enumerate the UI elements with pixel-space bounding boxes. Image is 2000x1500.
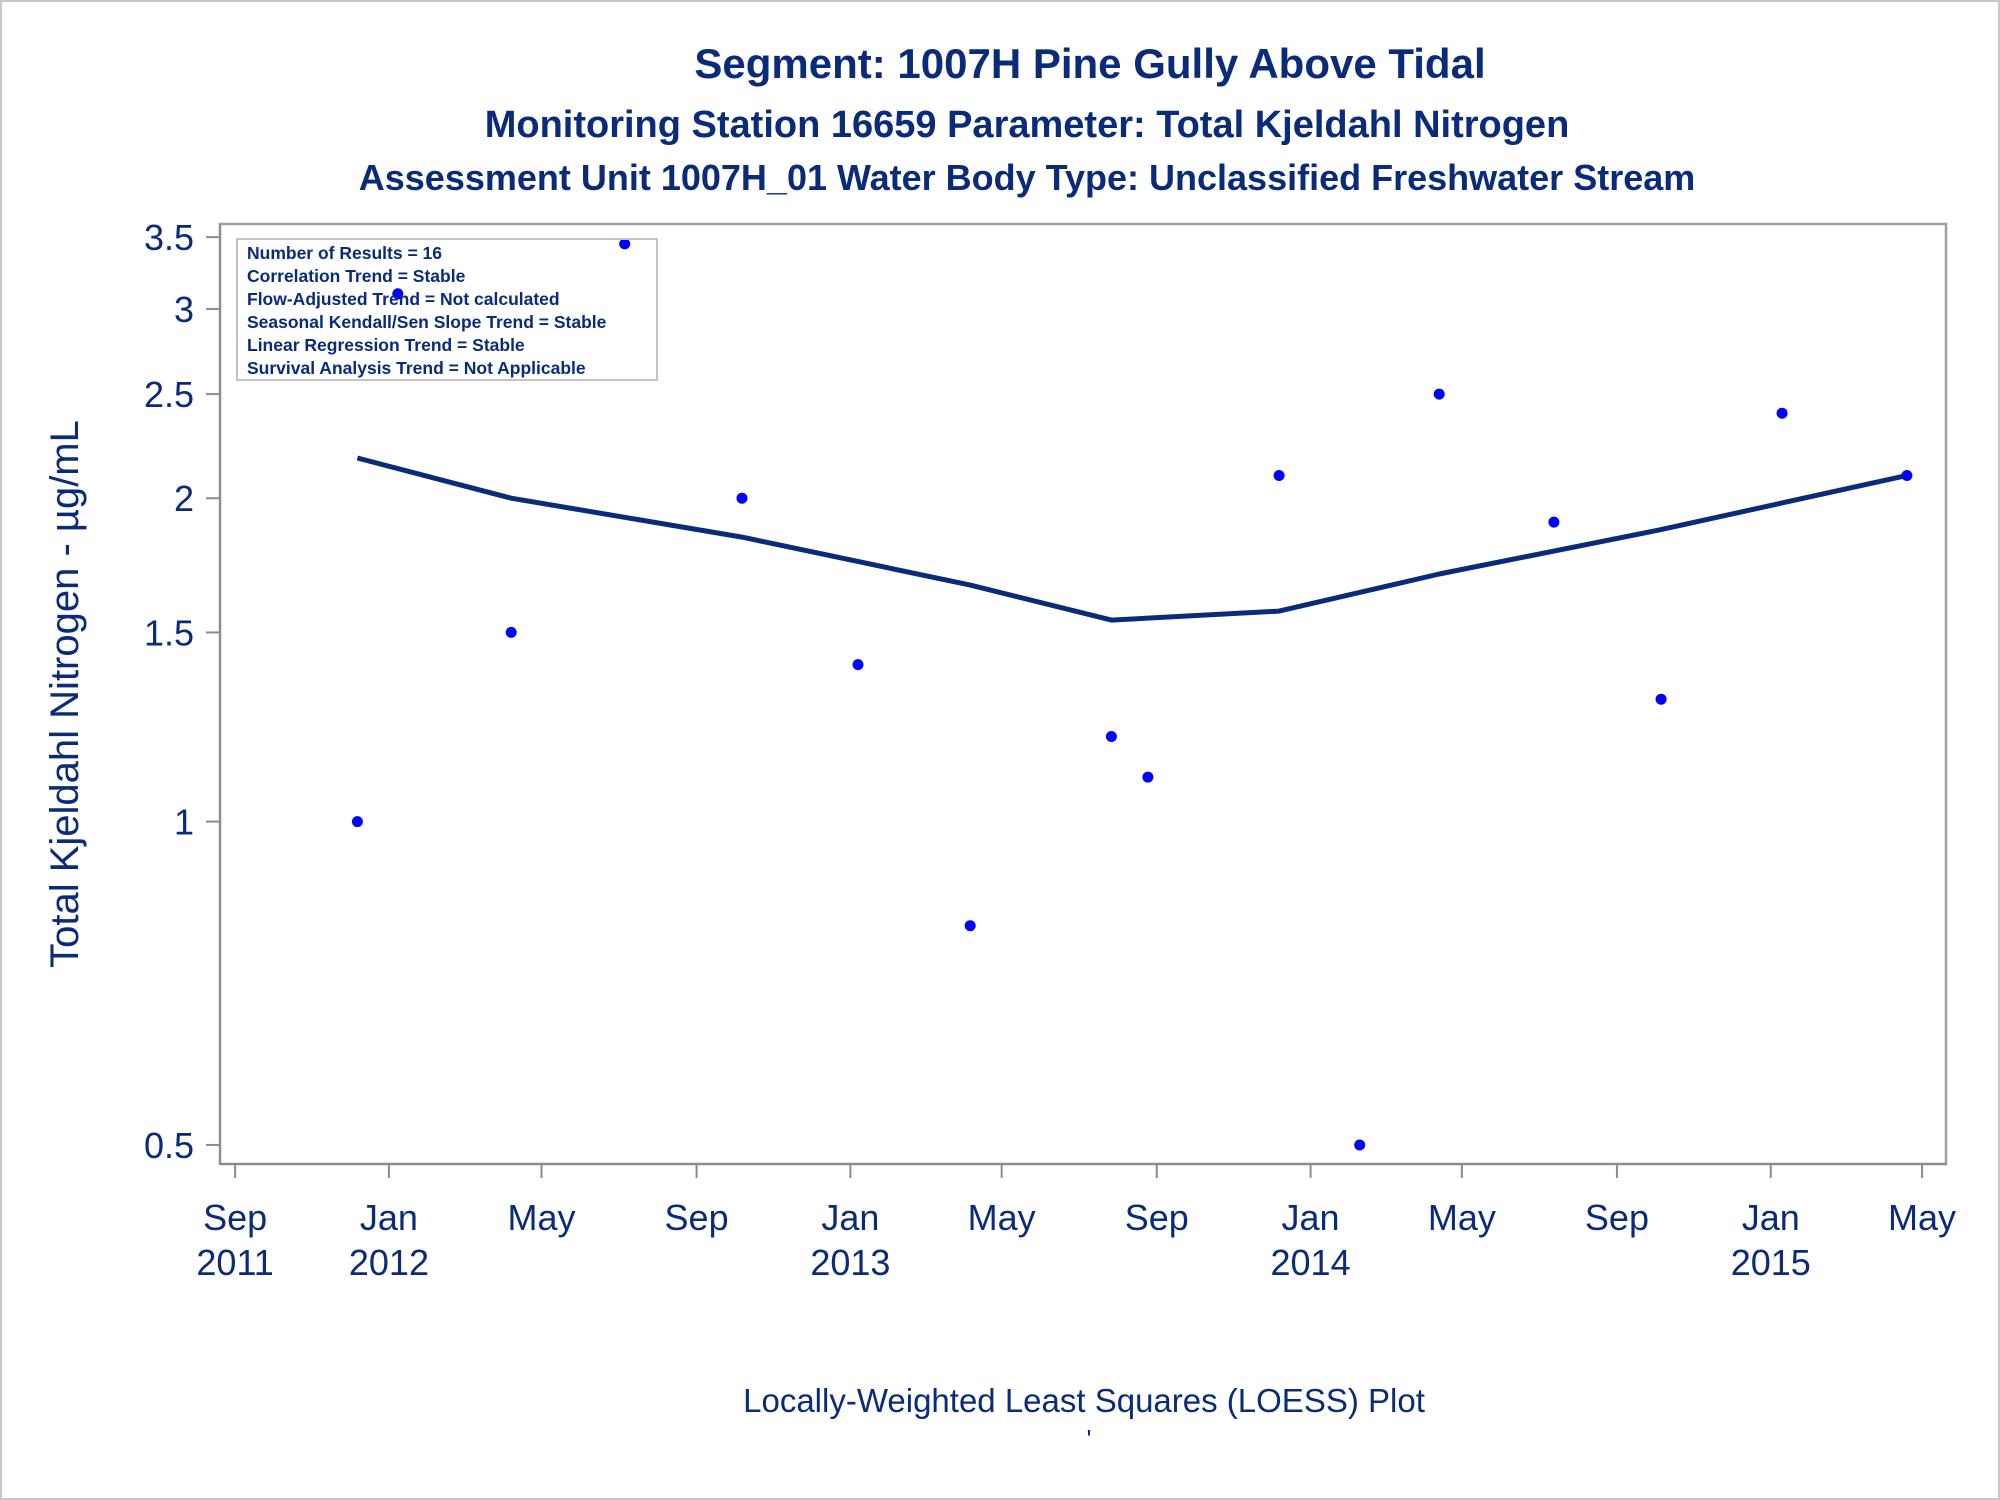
x-tick-label-year: 2011 xyxy=(196,1242,273,1283)
data-point xyxy=(1901,470,1913,481)
x-tick-label-month: Jan xyxy=(821,1197,879,1238)
y-tick-label: 3.5 xyxy=(144,217,194,258)
x-tick-label-month: May xyxy=(1428,1197,1496,1238)
y-tick-label: 1.5 xyxy=(144,612,194,653)
chart-title: Segment: 1007H Pine Gully Above Tidal xyxy=(694,40,1485,87)
x-tick-label-month: May xyxy=(1888,1197,1956,1238)
legend-line-correlation: Correlation Trend = Stable xyxy=(247,266,466,286)
data-point xyxy=(505,626,517,638)
x-tick-label-year: 2014 xyxy=(1271,1242,1351,1283)
data-point xyxy=(1655,693,1667,705)
chart-subtitle: Monitoring Station 16659 Parameter: Tota… xyxy=(485,104,1570,146)
y-tick-label: 2 xyxy=(174,478,194,519)
loess-trend-line-group xyxy=(356,455,1908,623)
data-point xyxy=(619,238,631,250)
data-point xyxy=(351,816,363,828)
x-tick-label-month: May xyxy=(968,1197,1036,1238)
legend-line-seasonal-kendall: Seasonal Kendall/Sen Slope Trend = Stabl… xyxy=(247,312,607,332)
x-tick-label-month: Jan xyxy=(1282,1197,1340,1238)
x-tick-label-year: 2012 xyxy=(349,1242,429,1283)
stats-legend: Number of Results = 16 Correlation Trend… xyxy=(236,238,658,381)
chart-footnote: Locally-Weighted Least Squares (LOESS) P… xyxy=(743,1382,1425,1419)
legend-line-flow-adjusted: Flow-Adjusted Trend = Not calculated xyxy=(247,289,560,309)
x-tick-label-month: Sep xyxy=(203,1197,267,1238)
y-tick-label: 1 xyxy=(174,802,194,843)
x-tick-label-year: 2015 xyxy=(1731,1242,1811,1283)
chart-subtitle-2: Assessment Unit 1007H_01 Water Body Type… xyxy=(359,157,1696,198)
data-point xyxy=(1433,388,1445,400)
data-points xyxy=(351,238,1913,1151)
data-point xyxy=(736,492,748,504)
x-tick-label-month: Sep xyxy=(1125,1197,1189,1238)
footnote-mark: ' xyxy=(1087,1424,1092,1454)
legend-line-survival-analysis: Survival Analysis Trend = Not Applicable xyxy=(247,358,586,378)
x-tick-label-month: Jan xyxy=(1742,1197,1800,1238)
legend-line-results: Number of Results = 16 xyxy=(247,243,442,263)
x-tick-label-month: May xyxy=(507,1197,575,1238)
data-point xyxy=(852,659,864,671)
y-tick-label: 2.5 xyxy=(144,374,194,415)
loess-trend-line xyxy=(356,455,1908,623)
data-point xyxy=(1105,731,1117,742)
y-tick-label: 0.5 xyxy=(144,1125,194,1166)
x-tick-label-year: 2013 xyxy=(810,1242,890,1283)
legend-box xyxy=(236,238,658,381)
data-point xyxy=(1273,470,1285,481)
legend-line-linear-regression: Linear Regression Trend = Stable xyxy=(247,335,525,355)
data-point xyxy=(1776,407,1788,419)
data-point xyxy=(1548,516,1560,528)
x-tick-label-month: Sep xyxy=(1585,1197,1649,1238)
y-tick-label: 3 xyxy=(174,289,194,330)
x-tick-label-month: Jan xyxy=(360,1197,418,1238)
x-tick-label-month: Sep xyxy=(665,1197,729,1238)
data-point xyxy=(1142,771,1154,783)
y-axis-label: Total Kjeldahl Nitrogen - µg/mL xyxy=(43,420,87,968)
y-axis: 0.5 1 1.5 2 2.5 3 3.5 xyxy=(144,217,220,1166)
data-point xyxy=(392,288,404,300)
data-point xyxy=(964,920,976,932)
data-point xyxy=(1354,1139,1366,1151)
